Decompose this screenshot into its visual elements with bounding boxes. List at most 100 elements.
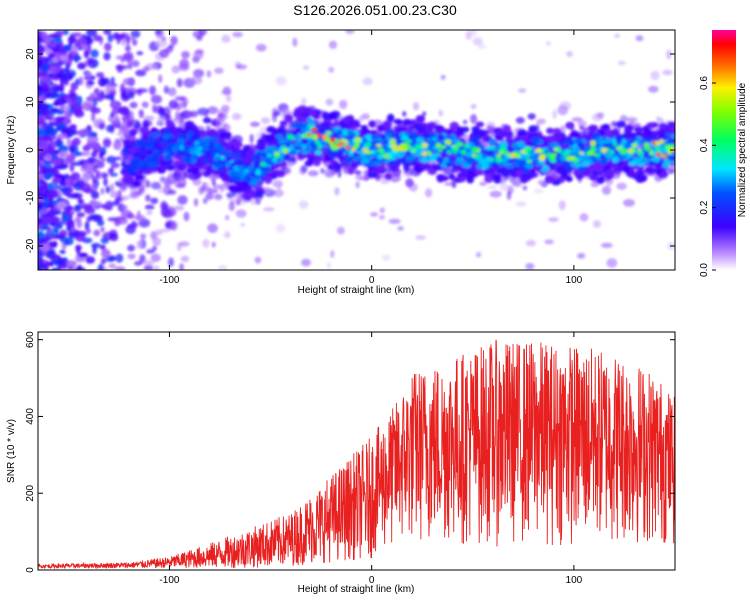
heatmap-cell <box>480 162 489 170</box>
heatmap-cell <box>402 118 412 126</box>
heatmap-cell <box>76 129 89 136</box>
heatmap-cell <box>658 122 668 131</box>
heatmap-cell <box>274 110 282 116</box>
heatmap-cell <box>177 195 188 205</box>
heatmap-cell <box>205 192 214 201</box>
heatmap-cell <box>528 125 539 133</box>
heatmap-cell <box>171 65 181 74</box>
heatmap-cell <box>489 190 502 198</box>
heatmap-cell <box>99 244 106 251</box>
heatmap-cell <box>129 36 135 41</box>
heatmap-cell <box>78 252 89 258</box>
heatmap-cell <box>615 134 623 142</box>
heatmap-cell <box>59 187 71 193</box>
heatmap-cell <box>126 170 134 175</box>
heatmap-cell <box>461 161 468 168</box>
heatmap-cell <box>86 57 95 66</box>
heatmap-cell <box>520 176 528 184</box>
heatmap-cell <box>628 163 637 171</box>
heatmap-cell <box>46 229 53 234</box>
heatmap-cell <box>67 265 74 270</box>
heatmap-cell <box>98 151 104 160</box>
heatmap-cell <box>48 208 56 218</box>
heatmap-cell <box>127 244 136 252</box>
heatmap-cell <box>477 143 484 149</box>
heatmap-cell <box>588 124 599 132</box>
heatmap-cell <box>157 115 165 123</box>
heatmap-cell <box>341 129 349 136</box>
heatmap-cell <box>77 95 83 106</box>
heatmap-cell <box>122 77 135 86</box>
heatmap-cell <box>446 161 453 167</box>
heatmap-cell <box>515 201 527 207</box>
heatmap-cell <box>136 88 148 93</box>
heatmap-cell <box>596 176 605 185</box>
heatmap-cell <box>82 144 93 150</box>
heatmap-cell <box>115 197 124 202</box>
heatmap-cell <box>100 258 107 265</box>
heatmap-cell <box>38 58 44 69</box>
heatmap-cell <box>307 170 319 177</box>
heatmap-cell <box>389 173 401 183</box>
heatmap-cell <box>52 216 61 223</box>
heatmap-cell <box>671 126 675 133</box>
heatmap-cell <box>304 159 314 167</box>
heatmap-cell <box>244 175 252 182</box>
heatmap-cell <box>192 133 201 139</box>
heatmap-cell <box>506 168 515 174</box>
heatmap-cell <box>666 49 672 60</box>
heatmap-cell <box>165 164 175 171</box>
heatmap-cell <box>117 203 125 212</box>
heatmap-cell <box>559 125 566 134</box>
heatmap-cell <box>526 171 535 180</box>
heatmap-cell <box>211 241 216 248</box>
heatmap-cell <box>225 150 233 158</box>
heatmap-cell <box>44 231 55 237</box>
heatmap-cell <box>55 30 65 36</box>
heatmap-cell <box>129 128 137 137</box>
heatmap-cell <box>72 137 81 146</box>
heatmap-cell <box>146 249 155 254</box>
heatmap-cell <box>59 249 66 254</box>
heatmap-cell <box>193 198 199 207</box>
heatmap-cell <box>308 109 317 117</box>
heatmap-cell <box>74 244 82 251</box>
heatmap-cell <box>116 34 121 45</box>
heatmap-cell <box>448 174 456 180</box>
heatmap-cell <box>74 54 79 63</box>
heatmap-cell <box>220 89 232 96</box>
heatmap-cell <box>38 53 43 59</box>
heatmap-cell <box>207 106 219 115</box>
heatmap-cell <box>64 104 70 111</box>
heatmap-cell <box>665 133 672 138</box>
heatmap-cell <box>91 112 96 122</box>
heatmap-cell <box>59 55 67 61</box>
heatmap-cell <box>154 30 163 35</box>
heatmap-cell <box>335 130 343 136</box>
heatmap-cell <box>109 183 115 193</box>
heatmap-cell <box>70 219 75 228</box>
heatmap-cell <box>130 110 135 120</box>
heatmap-cell <box>176 134 186 139</box>
heatmap-cell <box>65 64 70 74</box>
heatmap-cell <box>126 60 139 65</box>
heatmap-cell <box>412 102 420 111</box>
heatmap-cell <box>328 112 336 120</box>
heatmap-cell <box>119 106 130 116</box>
heatmap-cell <box>653 156 661 162</box>
heatmap-cell <box>326 262 332 269</box>
heatmap-cell <box>131 220 137 227</box>
heatmap-cell <box>110 162 121 169</box>
heatmap-cell <box>328 66 335 73</box>
heatmap-cell <box>168 257 174 267</box>
heatmap-cell <box>378 173 386 179</box>
heatmap-cell <box>38 258 45 264</box>
heatmap-cell <box>158 74 163 83</box>
heatmap-cell <box>382 254 391 261</box>
heatmap-cell <box>178 241 190 247</box>
heatmap-cell <box>135 69 147 77</box>
heatmap-cell <box>515 117 525 124</box>
heatmap-cell <box>616 182 627 190</box>
heatmap-cell <box>355 181 360 189</box>
heatmap-cell <box>52 240 58 248</box>
